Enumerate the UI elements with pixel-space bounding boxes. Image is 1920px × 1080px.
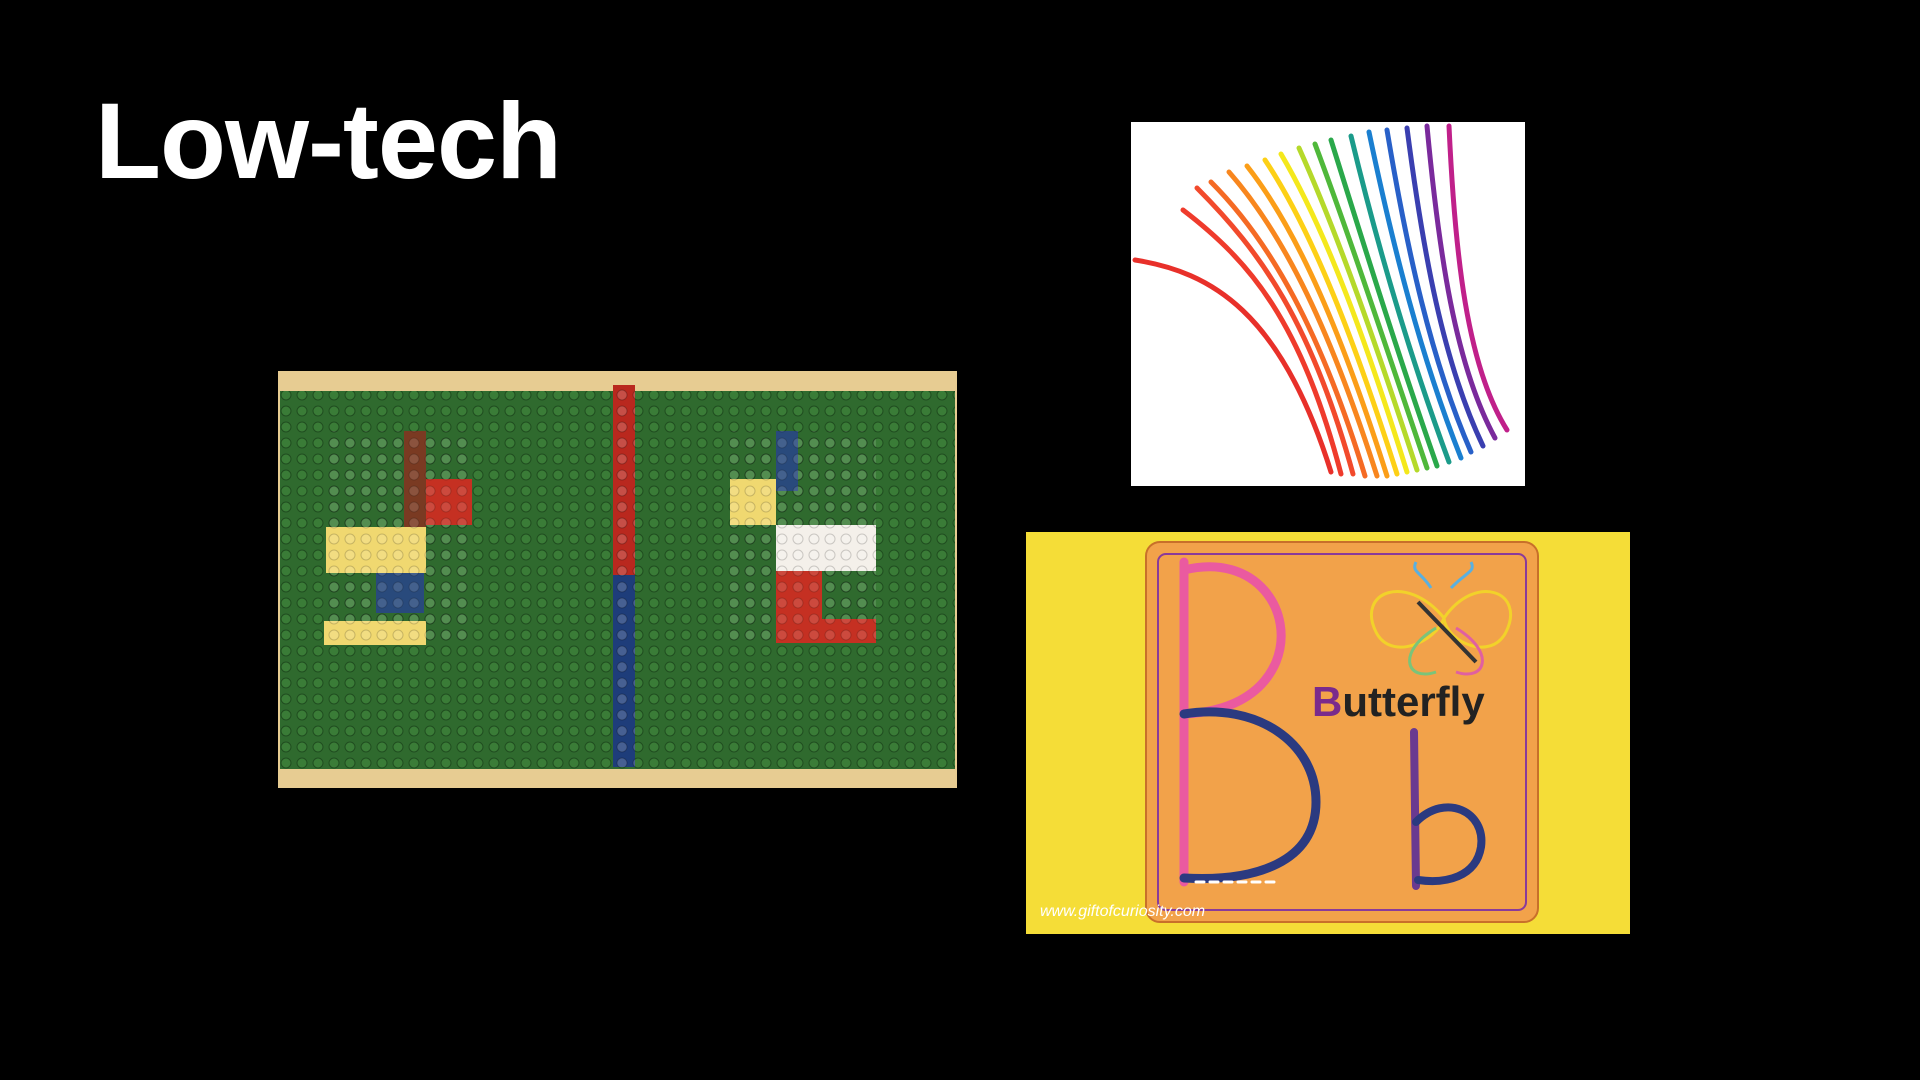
butterfly-drawing [1369, 561, 1513, 676]
card-word-rest: utterfly [1342, 678, 1485, 725]
svg-text:Butterfly: Butterfly [1312, 678, 1485, 725]
uppercase-b-trace [1179, 557, 1321, 887]
rainbow-sticks-illustration [1132, 123, 1510, 479]
lowercase-b-trace [1410, 728, 1486, 890]
lego-baseplate-illustration [278, 371, 957, 788]
wax-stick-strands [1132, 123, 1510, 479]
slide-title: Low-tech [95, 80, 562, 201]
tracing-card-illustration: Butterfly www.giftofcuriosity.com [1026, 532, 1630, 934]
card-word-initial: B [1312, 678, 1342, 725]
orange-card [1145, 541, 1539, 923]
left-brick-letter [324, 431, 472, 645]
letter-b-tracing-card-photo: Butterfly www.giftofcuriosity.com [1026, 532, 1630, 934]
right-brick-letter [730, 431, 876, 645]
lego-letters-photo [278, 371, 957, 788]
watermark-text: www.giftofcuriosity.com [1040, 903, 1205, 920]
rainbow-wax-sticks-photo [1131, 122, 1525, 486]
